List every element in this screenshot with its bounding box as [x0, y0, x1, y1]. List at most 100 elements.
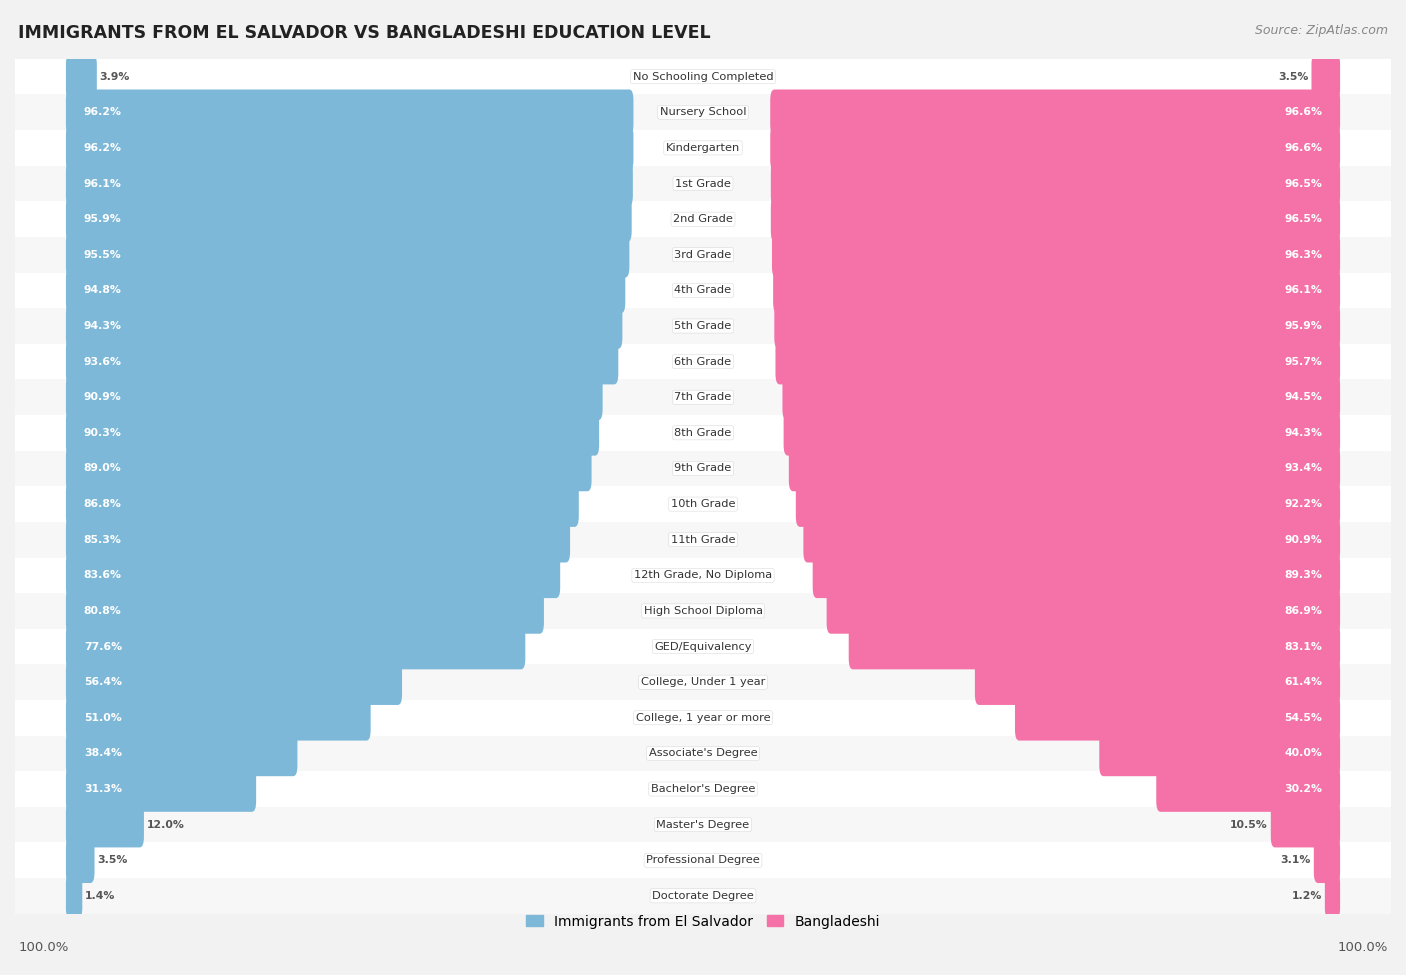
Text: 96.1%: 96.1% — [84, 178, 122, 188]
Text: 95.9%: 95.9% — [1285, 321, 1322, 331]
FancyBboxPatch shape — [66, 267, 626, 313]
Text: IMMIGRANTS FROM EL SALVADOR VS BANGLADESHI EDUCATION LEVEL: IMMIGRANTS FROM EL SALVADOR VS BANGLADES… — [18, 24, 711, 42]
FancyBboxPatch shape — [66, 766, 256, 812]
FancyBboxPatch shape — [15, 807, 1391, 842]
Text: 94.3%: 94.3% — [84, 321, 122, 331]
FancyBboxPatch shape — [1271, 801, 1340, 847]
FancyBboxPatch shape — [15, 842, 1391, 878]
Text: Professional Degree: Professional Degree — [647, 855, 759, 865]
Text: 7th Grade: 7th Grade — [675, 392, 731, 403]
Text: 12th Grade, No Diploma: 12th Grade, No Diploma — [634, 570, 772, 580]
FancyBboxPatch shape — [66, 90, 634, 136]
FancyBboxPatch shape — [66, 873, 83, 918]
FancyBboxPatch shape — [66, 446, 592, 491]
Text: Bachelor's Degree: Bachelor's Degree — [651, 784, 755, 794]
FancyBboxPatch shape — [15, 95, 1391, 130]
Text: 1.4%: 1.4% — [84, 891, 115, 901]
FancyBboxPatch shape — [66, 54, 97, 99]
Text: 90.9%: 90.9% — [84, 392, 121, 403]
FancyBboxPatch shape — [15, 593, 1391, 629]
Text: 96.1%: 96.1% — [1284, 286, 1322, 295]
Text: 51.0%: 51.0% — [84, 713, 121, 722]
FancyBboxPatch shape — [15, 58, 1391, 95]
Text: 80.8%: 80.8% — [84, 605, 121, 616]
Text: 3.1%: 3.1% — [1281, 855, 1310, 865]
FancyBboxPatch shape — [803, 517, 1340, 563]
FancyBboxPatch shape — [15, 878, 1391, 914]
FancyBboxPatch shape — [1015, 695, 1340, 741]
Text: 3rd Grade: 3rd Grade — [675, 250, 731, 259]
FancyBboxPatch shape — [15, 629, 1391, 664]
FancyBboxPatch shape — [789, 446, 1340, 491]
FancyBboxPatch shape — [15, 771, 1391, 807]
Text: Kindergarten: Kindergarten — [666, 143, 740, 153]
Text: College, 1 year or more: College, 1 year or more — [636, 713, 770, 722]
Text: 11th Grade: 11th Grade — [671, 534, 735, 545]
FancyBboxPatch shape — [15, 415, 1391, 450]
FancyBboxPatch shape — [1099, 730, 1340, 776]
Text: 6th Grade: 6th Grade — [675, 357, 731, 367]
FancyBboxPatch shape — [1313, 838, 1340, 883]
Text: 100.0%: 100.0% — [1337, 941, 1388, 954]
FancyBboxPatch shape — [15, 558, 1391, 593]
FancyBboxPatch shape — [66, 553, 560, 598]
Text: 92.2%: 92.2% — [1284, 499, 1322, 509]
FancyBboxPatch shape — [775, 303, 1340, 349]
FancyBboxPatch shape — [15, 130, 1391, 166]
Text: 86.9%: 86.9% — [1284, 605, 1322, 616]
FancyBboxPatch shape — [813, 553, 1340, 598]
Text: Doctorate Degree: Doctorate Degree — [652, 891, 754, 901]
Text: 61.4%: 61.4% — [1284, 678, 1322, 687]
FancyBboxPatch shape — [15, 664, 1391, 700]
Text: 93.4%: 93.4% — [1284, 463, 1322, 474]
FancyBboxPatch shape — [66, 517, 569, 563]
FancyBboxPatch shape — [849, 624, 1340, 670]
FancyBboxPatch shape — [783, 374, 1340, 420]
Text: 9th Grade: 9th Grade — [675, 463, 731, 474]
FancyBboxPatch shape — [15, 735, 1391, 771]
Text: Master's Degree: Master's Degree — [657, 820, 749, 830]
FancyBboxPatch shape — [770, 90, 1340, 136]
Text: 1.2%: 1.2% — [1292, 891, 1322, 901]
FancyBboxPatch shape — [776, 339, 1340, 384]
Text: 94.5%: 94.5% — [1284, 392, 1322, 403]
FancyBboxPatch shape — [15, 344, 1391, 379]
FancyBboxPatch shape — [15, 166, 1391, 202]
Text: 10th Grade: 10th Grade — [671, 499, 735, 509]
FancyBboxPatch shape — [15, 379, 1391, 415]
Text: 94.8%: 94.8% — [84, 286, 122, 295]
Text: Source: ZipAtlas.com: Source: ZipAtlas.com — [1254, 24, 1388, 37]
Text: 3.5%: 3.5% — [1278, 72, 1309, 82]
Text: 30.2%: 30.2% — [1284, 784, 1322, 794]
FancyBboxPatch shape — [783, 410, 1340, 455]
FancyBboxPatch shape — [66, 801, 143, 847]
Text: 96.5%: 96.5% — [1284, 214, 1322, 224]
FancyBboxPatch shape — [974, 659, 1340, 705]
Text: 90.9%: 90.9% — [1285, 534, 1322, 545]
Text: 96.5%: 96.5% — [1284, 178, 1322, 188]
Legend: Immigrants from El Salvador, Bangladeshi: Immigrants from El Salvador, Bangladeshi — [520, 909, 886, 934]
Text: 96.3%: 96.3% — [1284, 250, 1322, 259]
FancyBboxPatch shape — [15, 308, 1391, 344]
Text: 86.8%: 86.8% — [84, 499, 122, 509]
FancyBboxPatch shape — [15, 522, 1391, 558]
Text: 95.5%: 95.5% — [84, 250, 121, 259]
Text: 56.4%: 56.4% — [84, 678, 122, 687]
FancyBboxPatch shape — [66, 588, 544, 634]
FancyBboxPatch shape — [66, 659, 402, 705]
FancyBboxPatch shape — [770, 125, 1340, 171]
Text: 85.3%: 85.3% — [84, 534, 122, 545]
Text: 83.6%: 83.6% — [84, 570, 122, 580]
Text: 89.3%: 89.3% — [1284, 570, 1322, 580]
FancyBboxPatch shape — [796, 482, 1340, 526]
FancyBboxPatch shape — [15, 487, 1391, 522]
Text: High School Diploma: High School Diploma — [644, 605, 762, 616]
Text: 95.9%: 95.9% — [84, 214, 121, 224]
Text: 31.3%: 31.3% — [84, 784, 122, 794]
Text: 90.3%: 90.3% — [84, 428, 122, 438]
Text: 1st Grade: 1st Grade — [675, 178, 731, 188]
FancyBboxPatch shape — [66, 303, 623, 349]
Text: 2nd Grade: 2nd Grade — [673, 214, 733, 224]
FancyBboxPatch shape — [15, 273, 1391, 308]
FancyBboxPatch shape — [66, 232, 630, 278]
